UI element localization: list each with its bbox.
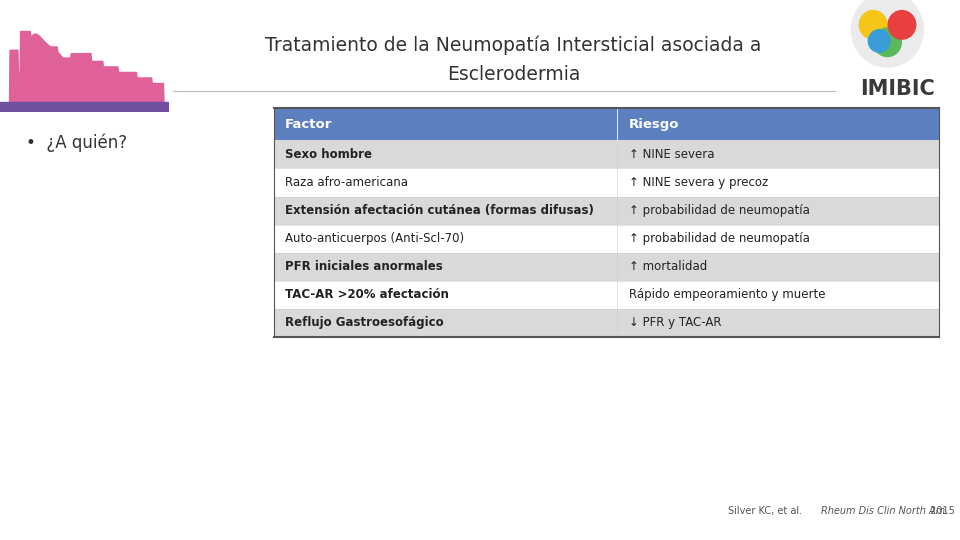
Text: Rheum Dis Clin North Am.: Rheum Dis Clin North Am. — [821, 505, 948, 516]
FancyBboxPatch shape — [274, 197, 617, 225]
Text: Extensión afectación cutánea (formas difusas): Extensión afectación cutánea (formas dif… — [285, 204, 594, 217]
FancyBboxPatch shape — [274, 225, 617, 253]
Circle shape — [874, 28, 901, 57]
Text: ↑ mortalidad: ↑ mortalidad — [629, 260, 708, 273]
FancyBboxPatch shape — [274, 168, 617, 197]
FancyBboxPatch shape — [274, 108, 939, 140]
FancyBboxPatch shape — [617, 281, 939, 309]
Circle shape — [859, 11, 887, 39]
FancyBboxPatch shape — [617, 253, 939, 281]
Text: ↑ probabilidad de neumopatía: ↑ probabilidad de neumopatía — [629, 204, 809, 217]
Text: 2015: 2015 — [927, 505, 955, 516]
Text: ↑ probabilidad de neumopatía: ↑ probabilidad de neumopatía — [629, 232, 809, 245]
Text: Riesgo: Riesgo — [629, 118, 680, 131]
FancyBboxPatch shape — [617, 168, 939, 197]
Text: Auto-anticuerpos (Anti-Scl-70): Auto-anticuerpos (Anti-Scl-70) — [285, 232, 465, 245]
FancyBboxPatch shape — [617, 140, 939, 168]
Text: Rápido empeoramiento y muerte: Rápido empeoramiento y muerte — [629, 288, 826, 301]
Circle shape — [852, 0, 924, 67]
Text: Factor: Factor — [285, 118, 332, 131]
Text: Silver KC, et al.: Silver KC, et al. — [728, 505, 804, 516]
Circle shape — [869, 30, 890, 52]
FancyBboxPatch shape — [274, 140, 617, 168]
FancyBboxPatch shape — [274, 309, 617, 337]
Text: Esclerodermia: Esclerodermia — [447, 65, 580, 84]
FancyBboxPatch shape — [617, 309, 939, 337]
Text: Raza afro-americana: Raza afro-americana — [285, 176, 408, 189]
Text: PFR iniciales anormales: PFR iniciales anormales — [285, 260, 443, 273]
Text: ↑ NINE severa: ↑ NINE severa — [629, 148, 714, 161]
FancyBboxPatch shape — [274, 253, 617, 281]
FancyBboxPatch shape — [274, 281, 617, 309]
Text: IMIBIC: IMIBIC — [860, 79, 934, 99]
Text: ↑ NINE severa y precoz: ↑ NINE severa y precoz — [629, 176, 768, 189]
Text: Tratamiento de la Neumopatía Intersticial asociada a: Tratamiento de la Neumopatía Intersticia… — [265, 36, 762, 55]
Text: Córdoba 16 y 17 de Febrero de 2018: Córdoba 16 y 17 de Febrero de 2018 — [44, 9, 124, 13]
FancyBboxPatch shape — [617, 197, 939, 225]
Circle shape — [888, 11, 916, 39]
Text: TAC-AR >20% afectación: TAC-AR >20% afectación — [285, 288, 449, 301]
Text: Reflujo Gastroesofágico: Reflujo Gastroesofágico — [285, 316, 444, 329]
Text: •  ¿A quién?: • ¿A quién? — [26, 134, 127, 152]
Text: ↓ PFR y TAC-AR: ↓ PFR y TAC-AR — [629, 316, 721, 329]
Text: Sexo hombre: Sexo hombre — [285, 148, 372, 161]
FancyBboxPatch shape — [617, 225, 939, 253]
